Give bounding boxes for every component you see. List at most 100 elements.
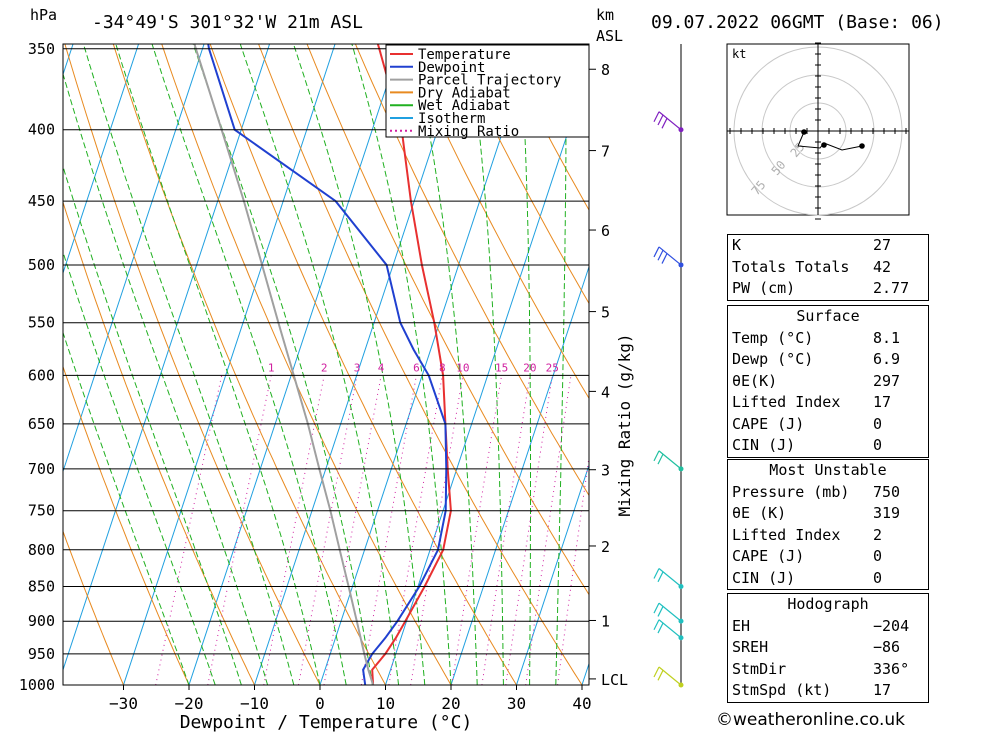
wind-barb-flag (653, 602, 660, 614)
hodograph-table: Hodograph EH −204 SREH −86 StmDir 336° StmS… (727, 593, 929, 703)
pressure-tick-label: 350 (28, 40, 55, 58)
location-title: -34°49'S 301°32'W 21m ASL (92, 12, 363, 33)
wind-barb (653, 666, 682, 686)
dry-adiabat-line (63, 365, 190, 685)
wet-adiabat-line (63, 331, 190, 685)
wind-barb-flag (657, 249, 664, 261)
wind-barb-staff (658, 666, 682, 686)
pressure-tick-label: 750 (28, 502, 55, 520)
height-tick-label: 8 (601, 61, 610, 79)
wet-adiabat-line (411, 44, 478, 685)
wind-barb-flag (653, 111, 660, 122)
wet-adiabat-line (519, 44, 531, 685)
hodograph-point (821, 142, 827, 148)
height-tick-label: 5 (601, 304, 610, 322)
isotherm-line (515, 463, 589, 685)
pressure-tick-label: 550 (28, 314, 55, 332)
isobars (63, 48, 589, 686)
hodograph-point (859, 143, 865, 149)
x-axis-label: Dewpoint / Temperature (°C) (180, 712, 473, 733)
height-tick-label: 4 (601, 383, 610, 401)
mu-cape: CAPE (J) 0 (732, 547, 883, 565)
pressure-tick-label: 400 (28, 121, 55, 139)
dry-adiabat-line (306, 44, 589, 596)
index-row-totals: Totals Totals 42 (732, 257, 892, 276)
pressure-tick-label: 800 (28, 541, 55, 559)
index-row-pw: PW (cm) 2.77 (732, 279, 910, 297)
pressure-tick-label: 450 (28, 192, 55, 210)
wind-barb-flag (657, 571, 664, 583)
credit-text: ©weatheronline.co.uk (716, 710, 906, 730)
wind-barb (653, 246, 682, 266)
x-tick-label: −20 (175, 694, 204, 713)
series-dewpoint (207, 44, 448, 685)
mixing-ratio-line (263, 375, 325, 685)
mu-lifted-index: Lifted Index 2 (732, 525, 883, 544)
wind-barb-staff (658, 568, 682, 587)
wet-adiabat-line (555, 44, 567, 685)
height-axis: 8 7 6 5 4 3 2 1 LCL (589, 61, 628, 689)
isotherm-line (450, 265, 589, 685)
pressure-axis: 3003504004505005506006507007508008509009… (19, 40, 55, 694)
wind-barb (653, 111, 682, 131)
wind-barb-staff (658, 111, 682, 131)
wind-barb (653, 619, 682, 639)
surface-temp: Temp (°C) 8.1 (732, 328, 901, 347)
mixing-ratio-label: 20 (523, 361, 536, 374)
wind-barb (653, 568, 682, 587)
wet-adiabat-line (63, 250, 216, 685)
x-tick-label: 0 (315, 694, 325, 713)
mixing-ratio-label: 2 (321, 361, 328, 374)
pressure-tick-label: 600 (28, 366, 55, 384)
dry-adiabat-line (64, 44, 321, 685)
hodo-sreh: SREH −86 (732, 638, 901, 656)
pressure-tick-label: 900 (28, 612, 55, 630)
x-tick-label: 20 (441, 694, 460, 713)
x-tick-label: 40 (572, 694, 591, 713)
pressure-tick-label: 500 (28, 256, 55, 274)
wind-barb-flag (657, 670, 664, 681)
mixing-ratio-label: 1 (268, 361, 275, 374)
isotherm-line (384, 66, 589, 685)
height-unit-top: km (596, 6, 614, 24)
isotherm-line (63, 44, 140, 275)
x-tick-label: −10 (240, 694, 269, 713)
wind-barb-flag (653, 246, 660, 258)
isotherm-line (63, 44, 271, 672)
hodo-eh: EH −204 (732, 616, 910, 635)
legend-label: Isotherm (418, 111, 485, 127)
mixing-ratio-label: 8 (439, 361, 446, 374)
pressure-tick-label: 850 (28, 578, 55, 596)
wind-barb-flag (657, 114, 664, 126)
legend-label: Wet Adiabat (418, 98, 511, 114)
mixing-ratio-line (207, 375, 272, 685)
hodograph-point (801, 129, 807, 135)
mu-thetae: θE (K) 319 (732, 504, 901, 522)
wind-barb-flag (661, 253, 668, 264)
mixing-ratio-line (388, 375, 443, 685)
dry-adiabat-line (500, 44, 589, 211)
height-tick-label: 1 (601, 612, 610, 630)
isotherm-line (63, 44, 74, 77)
wind-barb-flag (653, 450, 660, 462)
pressure-tick-label: 950 (28, 645, 55, 663)
series-parcel-trajectory (193, 44, 375, 685)
surface-table: Surface Temp (°C) 8.1 Dewp (°C) 6.9 θE(K) 2… (727, 305, 929, 458)
x-tick-label: 30 (507, 694, 526, 713)
surface-lifted-index: Lifted Index 17 (732, 393, 892, 411)
surface-dewp: Dewp (°C) 6.9 (732, 350, 901, 368)
dry-adiabat-line (258, 44, 583, 685)
wind-barb-flag (653, 666, 660, 678)
datetime-title: 09.07.2022 06GMT (Base: 06) (651, 12, 944, 33)
general-indices-table: K 27 Totals Totals 42 PW (cm) 2.77 (727, 234, 929, 301)
surface-title: Surface (796, 307, 860, 325)
wind-barb-flag (657, 453, 664, 465)
wind-barb-flag (657, 606, 664, 617)
dry-adiabat-line (63, 200, 256, 685)
surface-cape: CAPE (J) 0 (732, 414, 883, 433)
wind-barb-flag (653, 619, 660, 631)
hodo-stmdir: StmDir 336° (732, 659, 910, 678)
legend-label: Dry Adiabat (418, 85, 511, 101)
wind-barb-staff (658, 246, 682, 266)
